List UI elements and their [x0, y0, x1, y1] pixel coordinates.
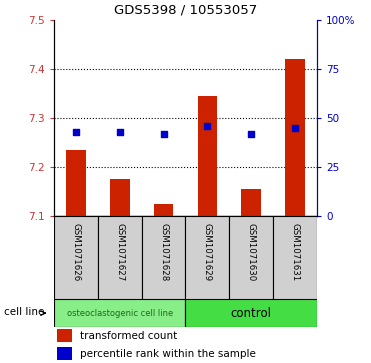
Point	[73, 129, 79, 135]
Bar	[154, 204, 173, 216]
Bar	[57, 329, 72, 342]
Bar	[273, 216, 317, 299]
Text: osteoclastogenic cell line: osteoclastogenic cell line	[66, 309, 173, 318]
Bar	[54, 216, 98, 299]
Bar	[57, 347, 72, 360]
Text: GSM1071627: GSM1071627	[115, 223, 124, 281]
Point	[161, 131, 167, 136]
Bar	[110, 179, 129, 216]
Text: GSM1071630: GSM1071630	[247, 223, 256, 281]
Point	[292, 125, 298, 131]
Bar	[98, 216, 142, 299]
Text: GDS5398 / 10553057: GDS5398 / 10553057	[114, 3, 257, 16]
Point	[249, 131, 255, 136]
Bar	[66, 150, 86, 216]
Point	[204, 123, 210, 129]
Text: transformed count: transformed count	[80, 331, 177, 341]
Bar	[142, 216, 186, 299]
Point	[116, 129, 122, 135]
Bar	[242, 189, 261, 216]
Text: cell line: cell line	[4, 307, 45, 317]
Bar	[198, 96, 217, 216]
Bar	[285, 59, 305, 216]
Bar	[54, 299, 185, 327]
Text: GSM1071628: GSM1071628	[159, 223, 168, 281]
Text: GSM1071629: GSM1071629	[203, 223, 212, 281]
Bar	[186, 299, 317, 327]
Text: GSM1071631: GSM1071631	[291, 223, 300, 281]
Text: GSM1071626: GSM1071626	[71, 223, 80, 281]
Bar	[229, 216, 273, 299]
Bar	[186, 216, 229, 299]
Text: percentile rank within the sample: percentile rank within the sample	[80, 349, 256, 359]
Text: control: control	[231, 307, 272, 319]
